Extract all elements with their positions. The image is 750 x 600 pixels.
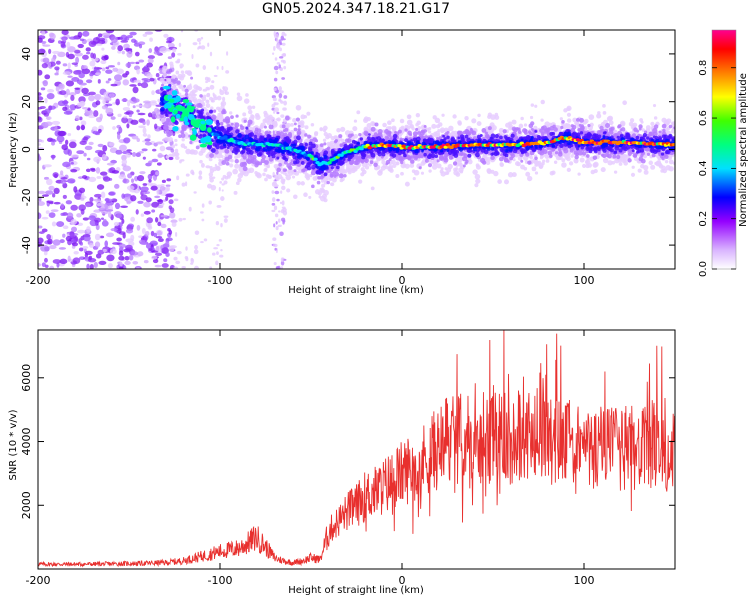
snr-ytick-label: 6000 (20, 364, 33, 392)
spectrogram-ytick-label: 40 (20, 47, 33, 61)
snr-xlabel: Height of straight line (km) (288, 585, 424, 596)
spectrogram-ytick-label: -20 (20, 188, 33, 206)
spectrogram-xtick-label: -100 (208, 274, 233, 287)
spectrogram-ytick-label: 20 (20, 95, 33, 109)
snr-series-line (38, 330, 675, 568)
spectrogram-xtick-label: 100 (574, 274, 595, 287)
spectrogram-ylabel: Frequency (Hz) (8, 112, 19, 188)
colorbar-tick-label: 0.6 (698, 110, 709, 126)
snr-plot-area (38, 330, 675, 569)
snr-xtick-label: -200 (26, 574, 51, 587)
colorbar-tick-label: 0.0 (698, 261, 709, 277)
colorbar-tick-label: 0.4 (698, 160, 709, 176)
snr-ytick-label: 2000 (20, 491, 33, 519)
spectrogram-ytick-label: -40 (20, 236, 33, 254)
colorbar-gradient (711, 29, 737, 270)
snr-panel: -200 -100 0 100 2000 4000 6000 Height of strai… (8, 329, 676, 596)
colorbar-label: Normalized spectral amplitude (738, 73, 749, 227)
colorbar-ticks: 0.0 0.2 0.4 0.6 0.8 (698, 60, 736, 277)
spectrogram-heatmap (38, 30, 675, 269)
colorbar-tick-label: 0.8 (698, 60, 709, 76)
figure-title: GN05.2024.347.18.21.G17 (261, 1, 451, 17)
snr-ytick-label: 4000 (20, 428, 33, 456)
snr-xtick-label: -100 (208, 574, 233, 587)
snr-axes: -200 -100 0 100 2000 4000 6000 (20, 330, 675, 587)
snr-frame (37, 329, 676, 570)
spectrogram-xtick-label: 0 (399, 274, 406, 287)
snr-ylabel: SNR (10 * v/v) (8, 409, 19, 480)
snr-xtick-label: 0 (399, 574, 406, 587)
spectrogram-ytick-label: 0 (20, 146, 33, 153)
colorbar-tick-label: 0.2 (698, 211, 709, 227)
spectrogram-xlabel: Height of straight line (km) (288, 285, 424, 296)
spectrogram-xtick-label: -200 (26, 274, 51, 287)
snr-xtick-label: 100 (574, 574, 595, 587)
colorbar: 0.0 0.2 0.4 0.6 0.8 Normalized spectral ampl… (698, 29, 749, 277)
